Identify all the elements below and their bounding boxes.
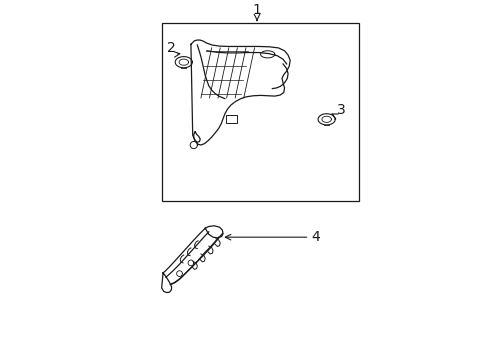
Text: 4: 4 — [311, 230, 320, 244]
Text: 2: 2 — [166, 41, 175, 55]
Text: 1: 1 — [252, 3, 261, 17]
Bar — [225, 115, 237, 123]
Text: 3: 3 — [336, 103, 345, 117]
Bar — [162, 23, 358, 202]
